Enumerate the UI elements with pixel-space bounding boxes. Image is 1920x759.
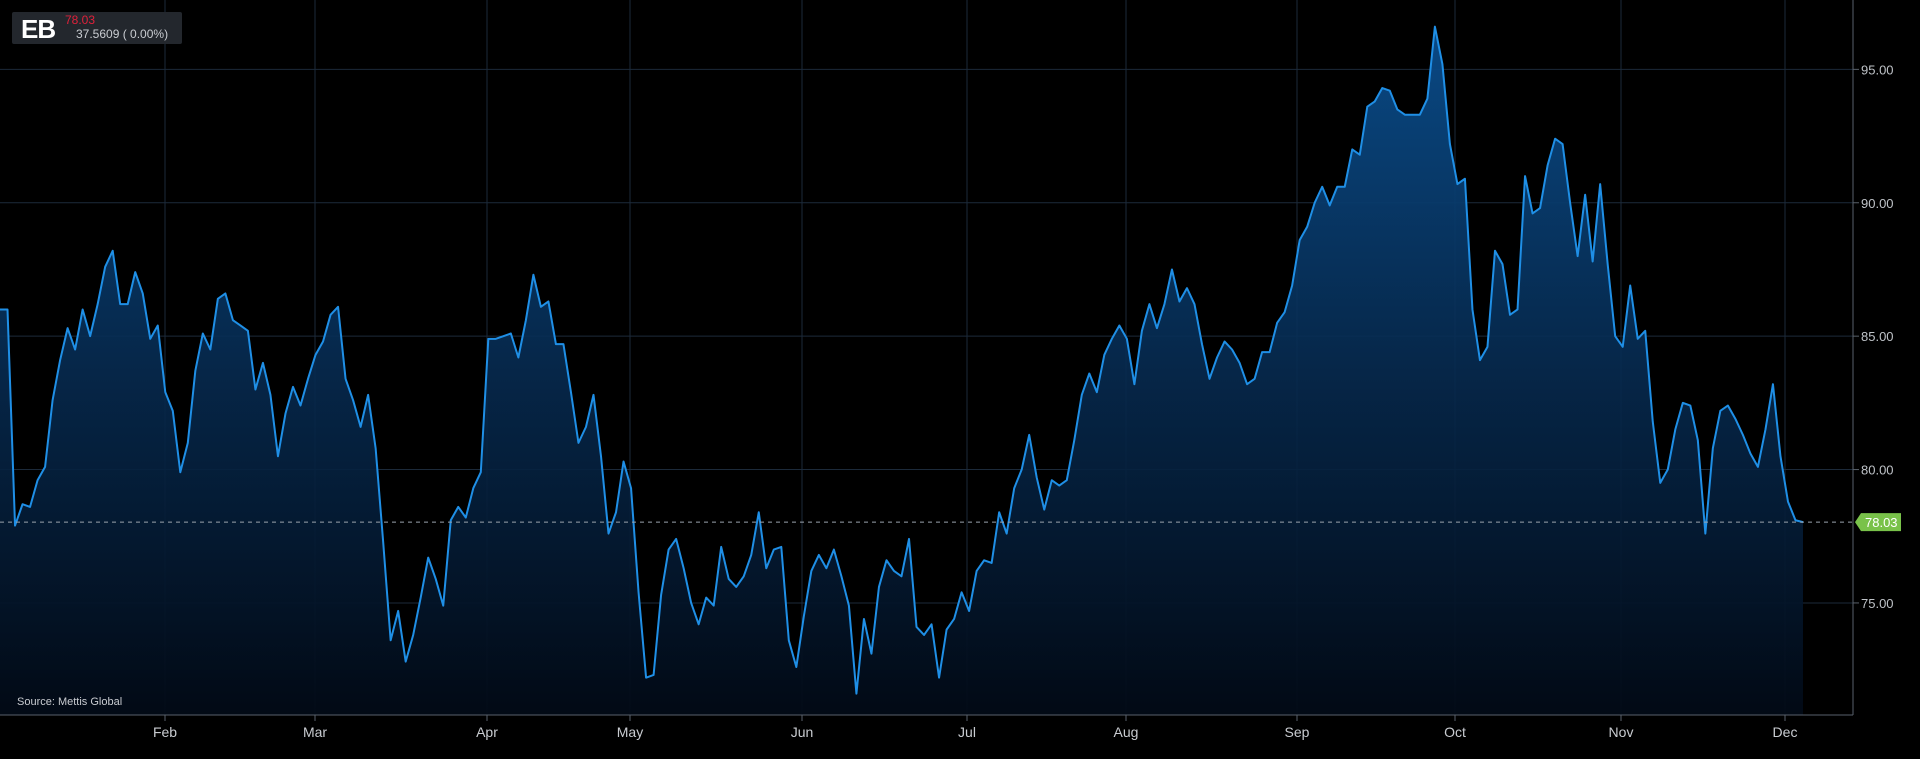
x-tick-label: Aug xyxy=(1114,724,1139,740)
x-axis-ticks: Feb Mar Apr May Jun Jul Aug Sep Oct Nov Dec xyxy=(153,715,1798,740)
change-label: 37.5609 ( 0.00%) xyxy=(76,27,169,41)
last-price-tag-label: 78.03 xyxy=(1865,515,1898,530)
y-tick-label: 80.00 xyxy=(1861,463,1894,478)
x-tick-label: May xyxy=(617,724,643,740)
x-tick-label: Nov xyxy=(1609,724,1634,740)
x-tick-label: Dec xyxy=(1773,724,1798,740)
y-tick-label: 75.00 xyxy=(1861,596,1894,611)
y-axis-ticks: 75.00 80.00 85.00 90.00 95.00 xyxy=(1853,62,1894,611)
x-tick-label: Feb xyxy=(153,724,177,740)
series-line xyxy=(0,25,1804,695)
x-tick-label: Apr xyxy=(476,724,498,740)
y-tick-label: 95.00 xyxy=(1861,62,1894,77)
x-tick-label: Jun xyxy=(791,724,814,740)
last-price-label: 78.03 xyxy=(65,13,96,27)
axes xyxy=(0,0,1854,716)
x-tick-label: Oct xyxy=(1444,724,1466,740)
y-tick-label: 85.00 xyxy=(1861,329,1894,344)
symbol-badge[interactable]: EB 78.03 37.5609 ( 0.00%) xyxy=(12,12,182,44)
x-tick-label: Jul xyxy=(958,724,976,740)
series-area xyxy=(0,26,1803,716)
symbol-logo: EB xyxy=(21,14,56,44)
last-price-tag-shape xyxy=(1855,513,1901,532)
last-price-tag: 78.03 xyxy=(1855,513,1901,532)
y-tick-label: 90.00 xyxy=(1861,196,1894,211)
x-tick-label: Mar xyxy=(303,724,327,740)
source-caption: Source: Mettis Global xyxy=(17,696,123,708)
x-tick-label: Sep xyxy=(1285,724,1310,740)
